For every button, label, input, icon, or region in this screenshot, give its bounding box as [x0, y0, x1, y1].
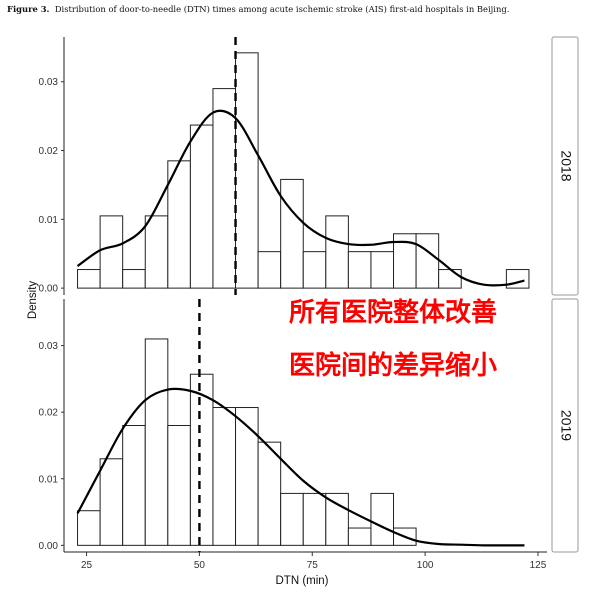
histogram-bar: [302, 251, 327, 289]
y-tick-label: 0.01: [39, 215, 59, 226]
y-tick-label: 0.01: [39, 474, 59, 485]
y-axis-title: Density: [27, 281, 39, 320]
histogram-bar: [415, 233, 440, 289]
density-curve: [76, 109, 525, 287]
histogram-bar: [122, 425, 146, 546]
histogram-bar: [189, 124, 214, 289]
histogram-bar: [505, 269, 530, 289]
facet-panel-2019: 0.00 0.01 0.02 0.03: [39, 299, 525, 552]
facet-panel-2018: 0.00 0.01 0.02 0.03: [39, 37, 530, 295]
histogram-bar: [99, 458, 124, 546]
facet-strip-label: 2019: [558, 410, 574, 441]
x-tick-label: 50: [194, 560, 206, 571]
annotation-line-2: 医院间的差异缩小: [289, 350, 497, 381]
histogram-bar: [189, 373, 214, 546]
histogram-bar: [347, 527, 372, 546]
y-tick-label: 0.03: [39, 77, 59, 88]
x-tick-label: 125: [530, 560, 547, 571]
histogram-bar: [99, 215, 124, 289]
x-axis-title: DTN (min): [275, 575, 328, 587]
histogram-bar: [347, 251, 372, 289]
facet-strip-box: [551, 298, 579, 553]
histogram-bar: [325, 492, 349, 546]
histogram-bar: [280, 178, 304, 289]
histogram-bar: [144, 338, 169, 546]
histogram-bar: [235, 52, 259, 289]
facet-strip-2018: 2018: [551, 36, 579, 296]
histogram-bar: [122, 269, 146, 289]
x-tick-label: 75: [307, 560, 319, 571]
histogram-bar: [370, 251, 395, 289]
histogram-bar: [257, 251, 282, 289]
y-tick-label: 0.00: [39, 284, 59, 295]
histogram-bar: [212, 407, 237, 546]
histogram-bar: [280, 492, 304, 546]
y-tick-label: 0.02: [39, 146, 59, 157]
annotation-line-1: 所有医院整体改善: [289, 297, 497, 328]
histogram-bar: [325, 215, 349, 289]
histogram-bar: [302, 492, 327, 546]
figure-label: Figure 3.: [7, 4, 50, 14]
y-tick-label: 0.02: [39, 408, 59, 419]
facet-strip-label: 2018: [558, 150, 574, 181]
histogram-bar: [144, 215, 169, 289]
histogram-bar: [212, 88, 237, 289]
facet-strip-2019: 2019: [551, 298, 579, 553]
histogram-bar: [235, 407, 259, 546]
x-tick-label: 25: [81, 560, 93, 571]
histogram-bar: [77, 510, 101, 546]
figure-caption-text: Distribution of door-to-needle (DTN) tim…: [54, 4, 510, 14]
y-tick-label: 0.00: [39, 541, 59, 552]
facet-strips-layer: 2018 2019: [551, 36, 579, 553]
histogram-bar: [370, 492, 395, 546]
x-axis: 25 50 75 100 125: [64, 551, 547, 571]
histogram-bar: [77, 269, 101, 289]
histogram-bar: [257, 441, 282, 546]
histogram-bar: [167, 425, 191, 546]
histogram-bar: [438, 269, 462, 289]
facet-strip-box: [551, 36, 579, 296]
x-tick-label: 100: [417, 560, 434, 571]
panels-layer: 0.00 0.01 0.02 0.03 0.00 0.01 0.02 0.03: [39, 37, 530, 552]
density-curve: [76, 387, 525, 547]
y-tick-label: 0.03: [39, 341, 59, 352]
figure-caption: Figure 3. Distribution of door-to-needle…: [7, 4, 509, 14]
